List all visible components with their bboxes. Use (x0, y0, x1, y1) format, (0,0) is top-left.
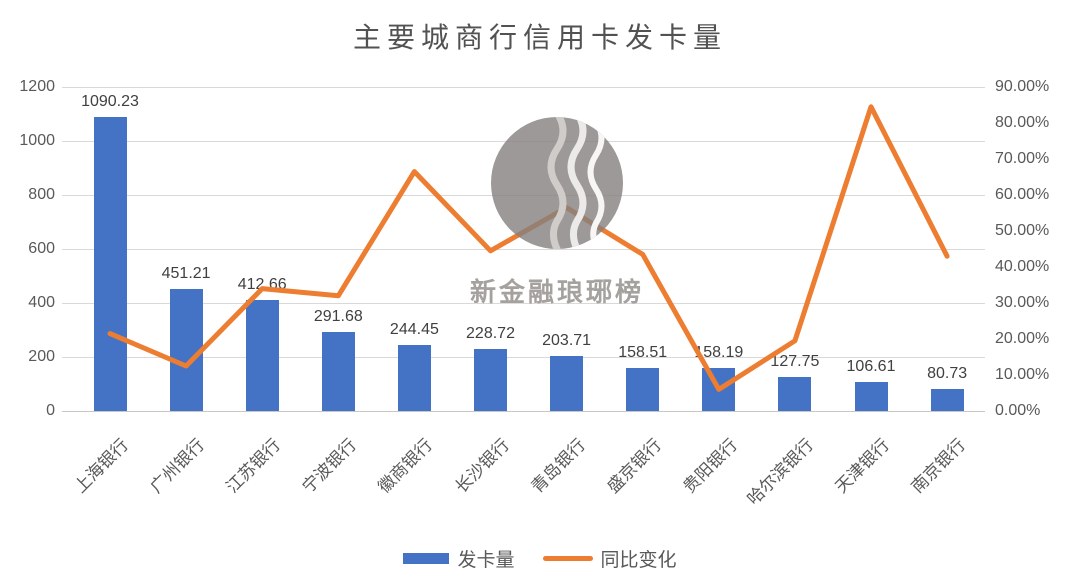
bar (626, 368, 660, 411)
bar-value-label: 158.51 (618, 344, 668, 362)
bar (93, 116, 127, 411)
bar (245, 299, 279, 411)
bar-value-label: 80.73 (927, 365, 968, 383)
bar (397, 344, 431, 411)
right-axis-tick-label: 70.00% (995, 150, 1050, 167)
bar (169, 289, 203, 411)
legend-label-bar-series: 发卡量 (457, 550, 515, 571)
gridline (62, 410, 985, 412)
chart-title: 主要城商行信用卡发卡量 (352, 22, 727, 53)
right-axis-tick-label: 10.00% (995, 366, 1050, 383)
legend-label-line-series: 同比变化 (600, 550, 677, 571)
right-axis-tick-label: 30.00% (995, 294, 1050, 311)
bar (550, 355, 584, 411)
right-axis-tick-label: 40.00% (995, 258, 1050, 275)
bar-value-label: 412.66 (237, 275, 287, 293)
bar (702, 368, 736, 411)
right-axis-tick-label: 80.00% (995, 114, 1050, 131)
right-axis-tick-label: 90.00% (995, 78, 1050, 95)
left-axis-tick-label: 200 (28, 348, 55, 365)
gridline (62, 248, 985, 250)
bar (854, 382, 888, 411)
left-axis-tick-label: 400 (28, 294, 55, 311)
bar-value-label: 291.68 (313, 308, 363, 326)
bar-value-label: 127.75 (770, 352, 820, 370)
bar (321, 332, 355, 411)
right-axis-tick-label: 60.00% (995, 186, 1050, 203)
bar-value-label: 228.72 (466, 325, 515, 343)
line-series-swatch-icon (542, 556, 593, 561)
bar (930, 389, 964, 411)
gridline (62, 86, 985, 88)
right-axis-tick-label: 20.00% (995, 330, 1050, 347)
left-axis-tick-label: 600 (28, 240, 55, 257)
left-axis-tick-label: 0 (46, 402, 55, 419)
watermark-text: 新金融琅琊榜 (469, 277, 645, 307)
chart-legend: 发卡量 同比变化 (0, 545, 1080, 572)
bar-value-label: 451.21 (161, 265, 211, 283)
legend-item-line-series: 同比变化 (542, 545, 677, 572)
bar-value-label: 244.45 (389, 320, 439, 338)
bar-value-label: 1090.23 (81, 92, 139, 110)
bar-value-label: 203.71 (542, 331, 592, 349)
legend-item-bar-series: 发卡量 (403, 545, 515, 572)
right-axis-tick-label: 50.00% (995, 222, 1050, 239)
bar-series-swatch-icon (403, 553, 450, 564)
bar-value-label: 158.19 (694, 344, 744, 362)
right-axis-tick-label: 0.00% (995, 402, 1041, 419)
left-axis-tick-label: 1200 (19, 78, 55, 95)
bar-value-label: 106.61 (846, 358, 896, 376)
bar (778, 376, 812, 411)
left-axis-tick-label: 800 (28, 186, 55, 203)
bar (474, 349, 507, 411)
left-axis-tick-label: 1000 (19, 132, 55, 149)
watermark-waves-icon (547, 117, 605, 249)
watermark-logo (491, 117, 623, 249)
